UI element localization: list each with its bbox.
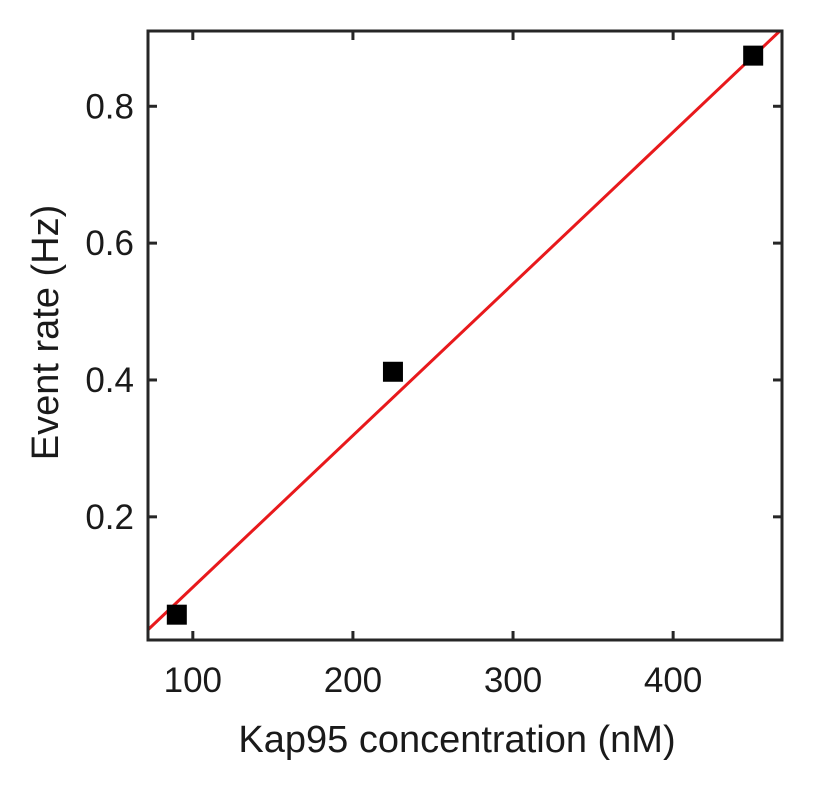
plot-frame (146, 29, 784, 642)
data-point (382, 361, 403, 382)
y-axis-label: Event rate (Hz) (25, 205, 67, 461)
y-tick-label: 0.6 (85, 224, 134, 263)
y-tick-label: 0.2 (85, 498, 134, 537)
fit-layer (148, 31, 782, 631)
data-point (166, 604, 187, 625)
points-layer (166, 45, 764, 625)
fit-line (148, 31, 782, 631)
tick-labels: 100 200 300 400 0.2 0.4 0.6 0.8 (85, 87, 702, 700)
x-tick-label: 100 (164, 661, 222, 700)
data-point (743, 45, 764, 66)
x-tick-label: 200 (324, 661, 382, 700)
y-tick-label: 0.8 (85, 87, 134, 126)
ticks-layer (148, 31, 782, 640)
x-tick-label: 400 (644, 661, 702, 700)
x-tick-label: 300 (484, 661, 542, 700)
x-axis-label: Kap95 concentration (nM) (238, 719, 675, 761)
y-tick-label: 0.4 (85, 361, 134, 400)
